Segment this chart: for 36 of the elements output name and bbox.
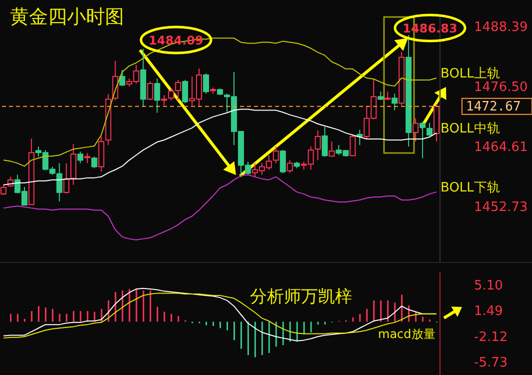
candlestick <box>147 81 154 101</box>
ref-line-label: 1472.67 <box>466 99 521 114</box>
candlestick <box>119 69 126 87</box>
candlestick <box>350 134 356 157</box>
candlestick <box>77 151 84 164</box>
candlestick <box>280 150 286 174</box>
y-tick-label: 1488.39 <box>474 20 528 36</box>
candlestick <box>203 72 210 94</box>
y-tick-label: 1452.73 <box>474 200 528 215</box>
candlestick <box>161 94 168 106</box>
candlestick <box>322 126 328 158</box>
annotation: macd放量 <box>378 326 436 343</box>
candlestick <box>426 122 433 136</box>
y-tick-label: 1476.50 <box>474 80 528 96</box>
candlestick <box>182 80 188 104</box>
candlestick <box>392 93 398 111</box>
y-tick-label: 5.10 <box>474 278 503 294</box>
y-tick-label: -5.73 <box>474 355 508 370</box>
candlestick <box>63 162 70 194</box>
candlestick <box>412 118 419 142</box>
candlestick <box>314 130 321 161</box>
candlestick <box>84 152 90 164</box>
candlestick <box>420 121 426 159</box>
annotation: 分析师万凯梓 <box>250 286 352 308</box>
y-tick-label: 1.49 <box>474 304 503 320</box>
candlestick <box>91 156 98 169</box>
series-label: BOLL中轨 <box>440 121 500 137</box>
y-tick-label: -2.12 <box>474 330 508 345</box>
candlestick <box>154 78 160 114</box>
candlestick <box>272 146 279 164</box>
candlestick <box>286 160 293 174</box>
series-label: BOLL下轨 <box>440 180 500 196</box>
series-label: BOLL上轨 <box>440 66 500 82</box>
y-tick-label: 1464.61 <box>474 140 528 156</box>
chart-title: 黄金四小时图 <box>10 5 124 30</box>
candlestick <box>328 141 335 158</box>
